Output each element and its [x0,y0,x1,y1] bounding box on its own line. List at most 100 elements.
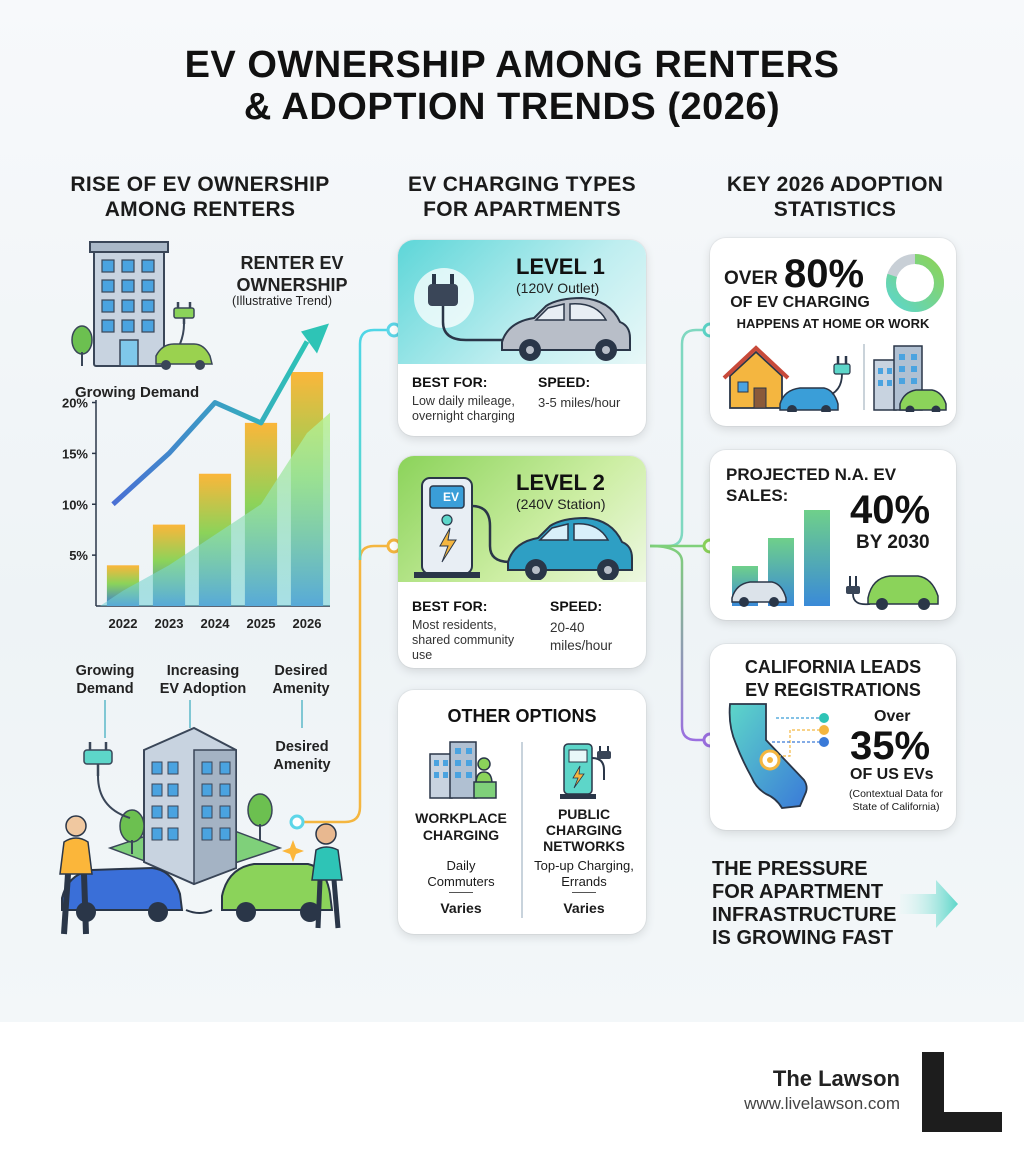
public-value: Varies [563,900,605,916]
y-tick-label: 20% [62,396,88,411]
lawson-logo-icon [922,1052,1002,1132]
level2-subtitle: (240V Station) [516,496,606,512]
workplace-desc: Daily Commuters [400,858,522,890]
trend-area [100,412,330,606]
pressure-line-3: INFRASTRUCTURE [712,904,897,926]
mid-heading-line-2: FOR APARTMENTS [423,198,621,221]
public-charging-label: PUBLIC CHARGING NETWORKS [522,806,646,854]
connector-node [289,814,305,830]
stat3-heading: CALIFORNIA LEADS EV REGISTRATIONS [710,656,956,702]
stat3-over-label: Over [874,708,911,725]
public-desc: Top-up Charging, Errands [522,858,646,890]
level2-station-screen-label: EV [442,490,459,504]
other-options-title: OTHER OPTIONS [447,706,597,726]
stat1-line-2: HAPPENS AT HOME OR WORK [736,316,930,331]
level2-best-line-3: use [412,648,433,662]
trend-line [111,340,310,507]
level2-speed-label: SPEED: [550,598,603,614]
desired-amenity-callout: Desired Amenity [262,738,342,774]
stat3-context-line-1: (Contextual Data for [849,788,943,800]
bottom-label-1-line-1: Growing [75,663,135,679]
footer: The Lawson www.livelawson.com [0,1022,1024,1154]
bottom-label-3-line-2: Amenity [272,681,330,697]
level1-title: LEVEL 1 [516,254,605,279]
level1-best-line-1: Low daily mileage, [412,394,515,408]
x-tick-label: 2026 [293,616,322,631]
level2-title: LEVEL 2 [516,470,605,495]
bottom-label-desired-amenity: Desired Amenity [260,662,342,698]
workplace-value: Varies [440,900,482,916]
connector-to-stat1 [650,328,710,548]
left-heading-line-1: RISE OF EV OWNERSHIP [70,173,330,196]
stat3-number: 35% [850,724,931,768]
pressure-line-1: THE PRESSURE [712,858,868,880]
middle-column-heading: EV CHARGING TYPES FOR APARTMENTS [372,172,672,222]
x-tick-label: 2023 [155,616,184,631]
stat3-context-line-2: State of California) [852,801,940,813]
stat3-line-1: CALIFORNIA LEADS [744,657,922,677]
level2-card: EV LEVEL 2 (240V Station) BEST FOR: Most… [398,456,646,668]
public-rule [572,892,596,893]
chart-title: RENTER EV OWNERSHIP [232,252,352,296]
stat3-line-2: EV REGISTRATIONS [745,680,921,700]
apartment-building-icon [71,241,213,370]
public-label-line-3: NETWORKS [543,838,625,854]
home-and-work-icon [722,344,947,412]
desired-amenity-line-2: Amenity [273,757,331,773]
level1-speed-label: SPEED: [538,374,591,390]
chart-title-line-1: RENTER EV [240,253,344,273]
public-label-line-1: PUBLIC [557,806,611,822]
public-charging-station-icon [560,743,611,799]
stat1-over-label: OVER [724,268,778,289]
pressure-statement: THE PRESSURE FOR APARTMENT INFRASTRUCTUR… [712,858,896,950]
footer-brand-name: The Lawson [772,1066,900,1091]
bottom-label-2-line-1: Increasing [166,663,240,679]
bottom-label-1-line-2: Demand [76,681,134,697]
level1-plug-car-icon [414,268,631,361]
connector-left-to-level1 [358,328,392,560]
workplace-label-line-1: WORKPLACE [415,810,507,826]
pressure-line-4: IS GROWING FAST [712,927,894,949]
level2-speed-line-1: 20-40 [550,620,585,635]
public-desc-line-1: Top-up Charging, [534,858,634,873]
chart-title-line-2: OWNERSHIP [236,275,348,295]
y-tick-label: 15% [62,446,88,461]
stat2-number: 40% [850,488,931,532]
bottom-label-3-line-1: Desired [274,663,328,679]
workplace-desc-line-2: Commuters [427,874,495,889]
right-heading-line-1: KEY 2026 ADOPTION [726,173,944,196]
right-column-heading: KEY 2026 ADOPTION STATISTICS [690,172,980,222]
level2-station-car-icon [414,477,633,580]
bottom-label-growing-demand: Growing Demand [60,662,150,698]
ev-sales-bars-and-car-icon [731,510,939,610]
california-map-icon [728,703,829,809]
mid-heading-line-1: EV CHARGING TYPES [408,173,636,196]
level1-subtitle: (120V Outlet) [516,280,600,296]
level1-card: LEVEL 1 (120V Outlet) BEST FOR: Low dail… [398,240,646,436]
stat3-of-us-evs: OF US EVs [850,766,934,783]
level1-best-label: BEST FOR: [412,374,488,390]
page-title: EV OWNERSHIP AMONG RENTERS & ADOPTION TR… [0,44,1024,128]
level2-speed-line-2: miles/hour [550,638,613,653]
level2-best-label: BEST FOR: [412,598,488,614]
x-tick-label: 2025 [247,616,276,631]
renter-ev-chart: 5% 10% 15% 20% 2022 2023 2024 2025 2026 [62,323,330,631]
trend-arrowhead [301,323,329,354]
level1-speed-value: 3-5 miles/hour [538,395,621,410]
stat2-heading: PROJECTED N.A. EV SALES: [726,464,896,506]
workplace-charging-label: WORKPLACE CHARGING [400,810,522,844]
stat2-line-2: SALES: [726,486,789,505]
other-options-divider [521,742,523,918]
arrow-right-icon [900,880,958,928]
footer-website-link[interactable]: www.livelawson.com [744,1094,900,1113]
left-column-heading: RISE OF EV OWNERSHIP AMONG RENTERS [40,172,360,222]
connector-left-to-level2 [300,544,392,824]
stat3-context-note: (Contextual Data for State of California… [838,788,954,814]
workplace-building-icon [429,741,497,799]
level1-best-line-2: overnight charging [412,409,515,423]
connector-to-stat3 [649,544,710,742]
level2-best-line-2: shared community [412,633,515,647]
y-tick-label: 10% [62,497,88,512]
stat-home-charging-card: OVER 80% OF EV CHARGING HAPPENS AT HOME … [710,238,956,426]
title-line-2: & ADOPTION TRENDS (2026) [243,86,781,128]
